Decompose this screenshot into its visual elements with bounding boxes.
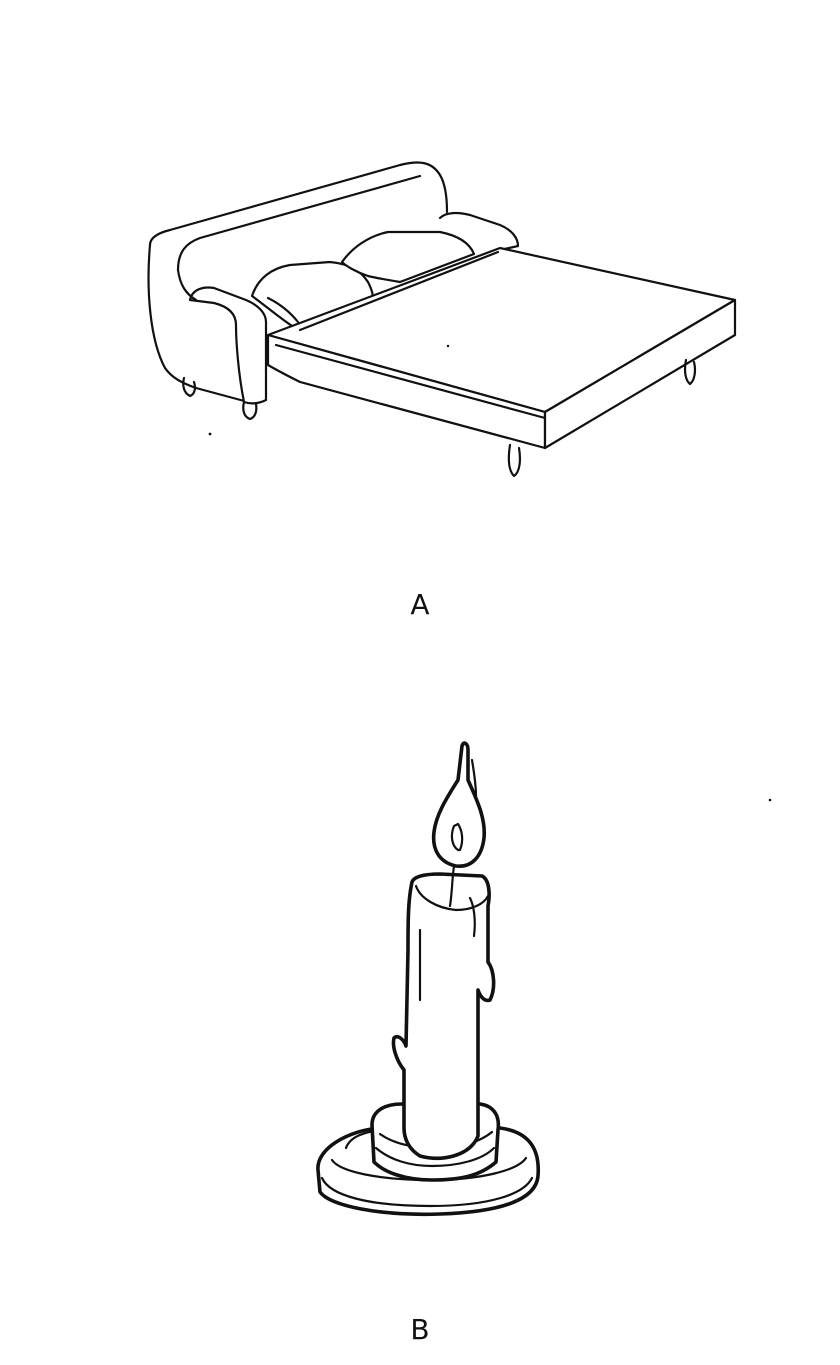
sofa-bed-icon xyxy=(147,161,737,478)
candle-icon xyxy=(316,741,772,1217)
figure-a-label: A xyxy=(410,588,430,621)
figure-a xyxy=(0,0,840,560)
figure-b xyxy=(0,700,840,1280)
figure-b-label: B xyxy=(410,1313,430,1346)
